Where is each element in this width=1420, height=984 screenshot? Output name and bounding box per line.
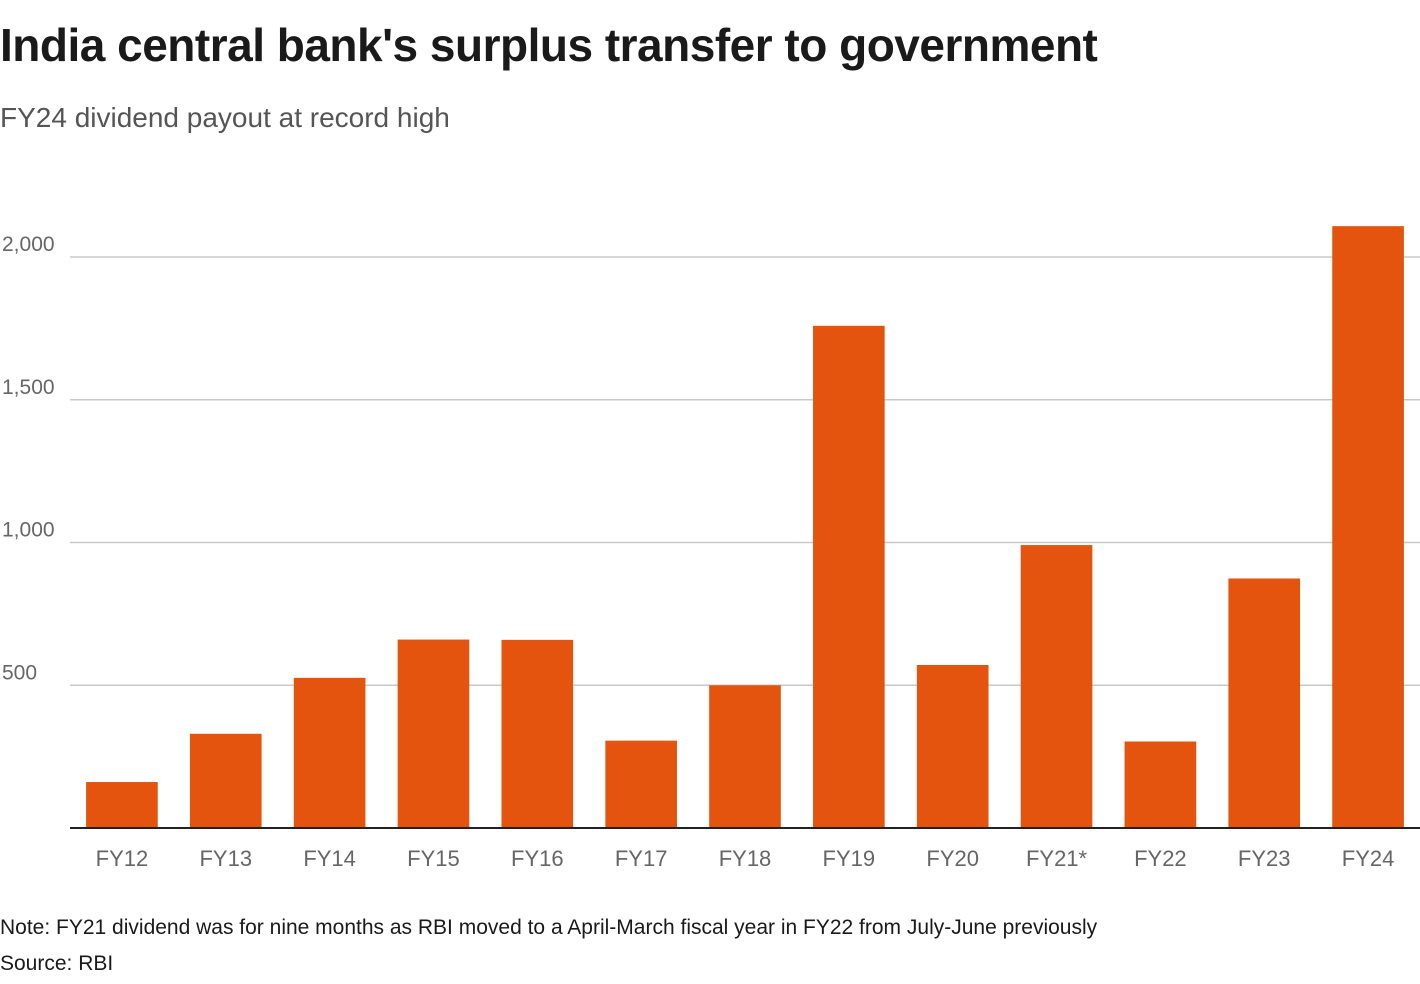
bar-FY18 xyxy=(709,685,781,828)
x-tick-label: FY12 xyxy=(96,846,149,871)
bar-FY22 xyxy=(1124,741,1197,828)
x-tick-label: FY14 xyxy=(303,846,356,871)
bar-FY15 xyxy=(397,639,470,828)
y-tick-label: 2,000 xyxy=(2,233,55,256)
y-tick-label: 500 xyxy=(2,661,37,684)
x-tick-label: FY19 xyxy=(823,846,876,871)
x-tick-label: FY17 xyxy=(615,846,668,871)
bar-FY20 xyxy=(916,664,989,828)
x-tick-label: FY22 xyxy=(1134,846,1187,871)
bar-FY23 xyxy=(1228,578,1301,828)
bar-FY24 xyxy=(1332,226,1404,828)
bar-FY12 xyxy=(86,782,158,828)
chart-subtitle: FY24 dividend payout at record high xyxy=(0,102,450,133)
chart-note: Note: FY21 dividend was for nine months … xyxy=(0,916,1098,939)
x-tick-label: FY18 xyxy=(719,846,772,871)
x-tick-label: FY23 xyxy=(1238,846,1291,871)
bar-FY14 xyxy=(293,677,366,828)
bar-FY17 xyxy=(605,740,677,828)
x-tick-label: FY21* xyxy=(1026,846,1088,871)
bars xyxy=(86,226,1404,828)
y-tick-labels: 500 1,000 1,500 2,000 xyxy=(2,233,55,684)
x-tick-label: FY13 xyxy=(199,846,252,871)
bar-FY21* xyxy=(1020,545,1093,828)
bar-FY19 xyxy=(813,325,885,828)
chart-source: Source: RBI xyxy=(0,952,114,975)
bar-FY16 xyxy=(501,639,574,828)
gridlines xyxy=(70,256,1420,686)
x-tick-labels: FY12 FY13 FY14 FY15 FY16 FY17 FY18 FY19 FY20 FY21… xyxy=(96,846,1395,871)
chart-title: India central bank's surplus transfer to… xyxy=(0,19,1098,71)
bar-FY13 xyxy=(189,733,262,828)
y-tick-label: 1,000 xyxy=(2,519,55,542)
y-tick-label: 1,500 xyxy=(2,376,55,399)
x-tick-label: FY16 xyxy=(511,846,564,871)
x-tick-label: FY24 xyxy=(1342,846,1395,871)
x-tick-label: FY20 xyxy=(926,846,979,871)
x-tick-label: FY15 xyxy=(407,846,460,871)
